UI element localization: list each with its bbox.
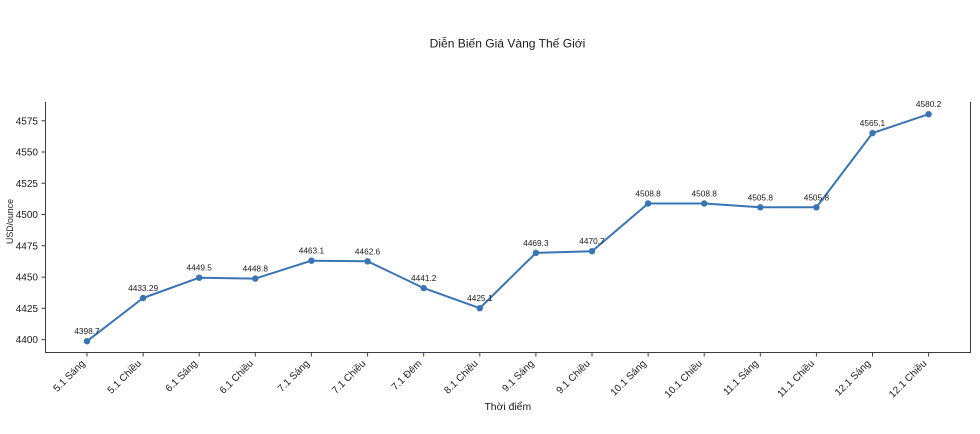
svg-text:4462.6: 4462.6: [355, 246, 381, 256]
svg-text:4475: 4475: [16, 241, 39, 252]
svg-text:4565.1: 4565.1: [860, 118, 886, 128]
svg-text:4425: 4425: [16, 304, 39, 315]
svg-text:4448.8: 4448.8: [243, 264, 269, 274]
svg-text:Thời điểm: Thời điểm: [484, 401, 531, 413]
svg-text:4463.1: 4463.1: [299, 246, 325, 256]
svg-text:4470.7: 4470.7: [579, 236, 605, 246]
svg-text:4450: 4450: [16, 273, 39, 284]
svg-text:4508.8: 4508.8: [692, 189, 718, 199]
svg-text:Diễn Biến Giá Vàng Thế Giới: Diễn Biến Giá Vàng Thế Giới: [430, 36, 586, 51]
svg-text:4441.2: 4441.2: [411, 273, 437, 283]
svg-text:4500: 4500: [16, 210, 39, 221]
svg-text:4550: 4550: [16, 148, 39, 159]
svg-text:USD/ounce: USD/ounce: [5, 199, 15, 244]
svg-text:4505.8: 4505.8: [804, 192, 830, 202]
svg-text:4508.8: 4508.8: [635, 189, 661, 199]
svg-text:4580.2: 4580.2: [916, 99, 942, 109]
svg-text:4398.7: 4398.7: [74, 326, 100, 336]
svg-text:4449.5: 4449.5: [187, 263, 213, 273]
svg-text:4433.29: 4433.29: [128, 283, 158, 293]
svg-text:4505.8: 4505.8: [748, 192, 774, 202]
svg-text:4575: 4575: [16, 116, 39, 127]
svg-text:4425.1: 4425.1: [467, 293, 493, 303]
svg-text:4400: 4400: [16, 335, 39, 346]
svg-text:4469.3: 4469.3: [523, 238, 549, 248]
svg-text:4525: 4525: [16, 179, 39, 190]
